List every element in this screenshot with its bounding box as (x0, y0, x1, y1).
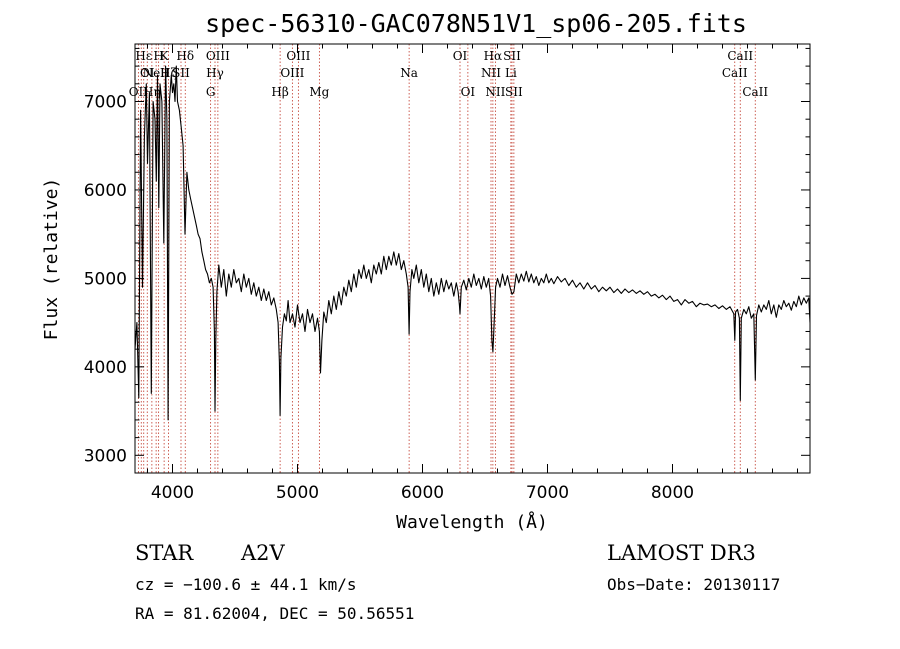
y-tick-label-5000: 5000 (84, 269, 127, 289)
line-label-22: Hα (484, 49, 503, 63)
line-label-6: H (153, 49, 163, 63)
redshift-velocity: cz = −100.6 ± 44.1 km/s (135, 575, 357, 594)
axis-tick-labels: 4000 5000 6000 7000 8000 3000 4000 5000 6000 7000 (84, 92, 694, 503)
object-class: STAR (135, 541, 194, 565)
x-tick-label-7000: 7000 (526, 483, 569, 503)
x-tick-label-8000: 8000 (651, 483, 694, 503)
x-tick-label-6000: 6000 (401, 483, 444, 503)
line-label-10: Hδ (176, 49, 194, 63)
line-label-7: K (160, 49, 170, 63)
line-label-13: OIII (206, 49, 230, 63)
line-label-11: G (206, 85, 216, 99)
line-label-0: OII (129, 85, 149, 99)
survey-name: LAMOST DR3 (607, 541, 756, 565)
line-label-9: SII (172, 66, 190, 80)
y-tick-label-4000: 4000 (84, 358, 127, 378)
axis-ticks (135, 44, 810, 474)
x-tick-label-4000: 4000 (151, 483, 194, 503)
line-label-28: CaII (727, 49, 753, 63)
chart-title: spec-56310-GAC078N51V1_sp06-205.fits (205, 9, 747, 38)
sky-coordinates: RA = 81.62004, DEC = 50.56551 (135, 604, 414, 623)
x-tick-label-5000: 5000 (276, 483, 319, 503)
line-label-21: NII (481, 66, 501, 80)
plot-frame (134, 43, 811, 474)
y-axis-label: Flux (relative) (41, 178, 62, 341)
line-label-4: Hη (143, 85, 161, 99)
line-label-18: Na (400, 66, 418, 80)
spectrum-line-0 (135, 65, 810, 421)
object-subclass: A2V (240, 541, 286, 565)
spectrum-layer (135, 65, 810, 421)
line-label-27: CaII (722, 66, 748, 80)
line-label-12: Hγ (206, 66, 224, 80)
line-label-24: Li (505, 66, 517, 80)
observation-date: Obs−Date: 20130117 (607, 575, 780, 594)
line-label-17: Mg (309, 85, 329, 99)
line-label-23: NII (485, 85, 505, 99)
line-label-14: Hβ (271, 85, 288, 99)
y-tick-label-3000: 3000 (84, 446, 127, 466)
line-label-8: Hζ (160, 66, 177, 80)
y-tick-label-7000: 7000 (84, 92, 127, 112)
x-axis-label: Wavelength (Å) (396, 511, 548, 533)
line-label-26: SII (505, 85, 523, 99)
line-label-3: OI (140, 66, 155, 80)
spectral-line-markers (137, 44, 756, 473)
spectral-line-labels: OIIHεOIHηNeIIHKHζSIIHδGHγOIIIHβOIIIOIIIM… (129, 49, 769, 99)
line-label-15: OIII (280, 66, 304, 80)
line-label-29: CaII (742, 85, 768, 99)
line-label-19: OI (453, 49, 468, 63)
line-label-25: SII (503, 49, 521, 63)
line-label-2: Hε (135, 49, 152, 63)
line-label-5: NeII (143, 66, 170, 80)
y-tick-label-6000: 6000 (84, 181, 127, 201)
line-label-16: OIII (286, 49, 310, 63)
line-label-20: OI (461, 85, 476, 99)
